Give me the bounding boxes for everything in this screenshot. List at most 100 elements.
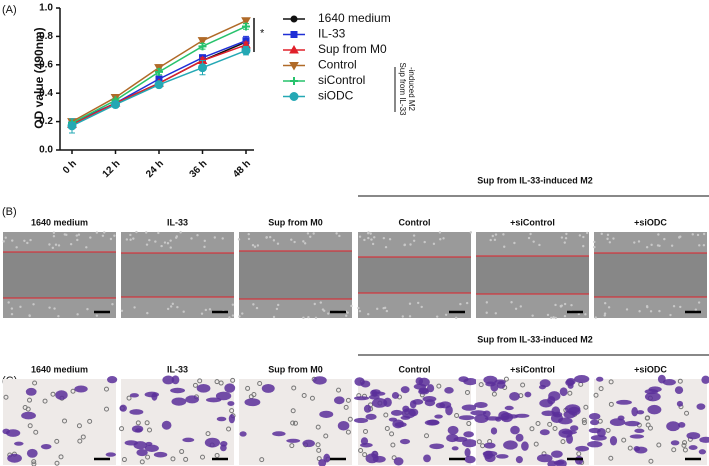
cell — [536, 454, 553, 463]
cell — [334, 396, 345, 405]
cell — [203, 239, 206, 243]
cell — [205, 397, 222, 403]
cell — [371, 398, 388, 408]
cell — [645, 246, 649, 249]
cell — [145, 243, 149, 246]
pore — [520, 382, 526, 388]
cell — [463, 378, 478, 386]
cell — [40, 443, 52, 450]
cell — [376, 307, 379, 311]
annotation: * — [260, 27, 265, 39]
pore — [436, 383, 442, 389]
pore — [183, 456, 189, 462]
cell — [203, 245, 206, 249]
cell — [529, 232, 532, 236]
cell — [7, 453, 22, 463]
cell — [594, 316, 597, 319]
pore — [362, 428, 368, 434]
cell — [95, 314, 99, 317]
pore — [27, 423, 33, 429]
wound-area — [121, 253, 234, 297]
pore — [567, 390, 573, 396]
pore — [581, 417, 587, 423]
image-caption: +siODC — [634, 364, 667, 374]
cell — [439, 238, 442, 241]
cell — [135, 230, 138, 234]
cell — [400, 415, 411, 420]
cell — [474, 401, 488, 409]
pore — [33, 429, 39, 435]
cell — [504, 405, 514, 411]
cell — [552, 411, 563, 418]
cell — [388, 417, 398, 422]
cell — [129, 393, 139, 398]
cell — [444, 387, 454, 394]
cell — [393, 457, 404, 466]
cell — [490, 427, 498, 435]
cell — [696, 403, 706, 410]
cell — [145, 231, 148, 234]
cell — [21, 411, 36, 420]
cell — [360, 437, 369, 446]
x-tick-label: 36 h — [188, 158, 210, 180]
cell — [394, 422, 407, 428]
pore — [62, 418, 68, 424]
cell — [574, 455, 584, 465]
cell — [124, 440, 138, 446]
pore — [560, 439, 566, 445]
legend-label: 1640 medium — [318, 11, 391, 25]
pore — [621, 437, 627, 443]
cell — [306, 232, 310, 235]
pore — [70, 388, 76, 394]
cell — [547, 396, 556, 405]
cell — [89, 236, 92, 239]
cell — [546, 313, 550, 317]
pore — [103, 386, 109, 392]
cell — [625, 308, 629, 311]
cell — [338, 234, 341, 238]
cell — [453, 436, 468, 442]
legend-label: IL-33 — [318, 27, 346, 41]
cell — [169, 246, 172, 249]
pore — [648, 458, 654, 464]
cell — [237, 238, 241, 241]
y-tick-label: 0.2 — [39, 116, 53, 127]
cell — [408, 408, 419, 417]
cell — [521, 441, 529, 451]
cell — [503, 440, 518, 450]
cell — [10, 307, 14, 310]
cell — [408, 315, 412, 318]
cell — [399, 438, 411, 445]
legend-label: Sup from M0 — [318, 42, 387, 56]
pore — [682, 440, 688, 446]
cell — [69, 242, 73, 246]
cell — [483, 442, 496, 449]
cell — [133, 306, 136, 309]
group-header: Sup from IL-33-induced M2 — [477, 334, 593, 344]
cell — [32, 303, 35, 306]
cell — [560, 236, 564, 239]
marker — [290, 15, 298, 23]
cell — [176, 305, 179, 309]
pore — [301, 392, 307, 398]
pore — [671, 447, 677, 453]
cell — [239, 431, 247, 437]
cell — [570, 303, 573, 307]
wound-area — [239, 251, 352, 299]
cell — [426, 419, 440, 425]
cell — [174, 236, 178, 239]
y-tick-label: 0.4 — [39, 88, 53, 99]
cell — [171, 375, 180, 385]
cell — [463, 431, 474, 438]
cell — [547, 460, 557, 466]
cell — [318, 459, 327, 466]
cell — [608, 241, 612, 244]
pore — [87, 418, 93, 424]
marker — [290, 31, 298, 38]
cell — [412, 239, 416, 242]
cell — [559, 305, 563, 308]
cell — [208, 308, 212, 311]
cell — [539, 429, 550, 436]
cell — [494, 379, 506, 385]
pore — [627, 445, 633, 451]
